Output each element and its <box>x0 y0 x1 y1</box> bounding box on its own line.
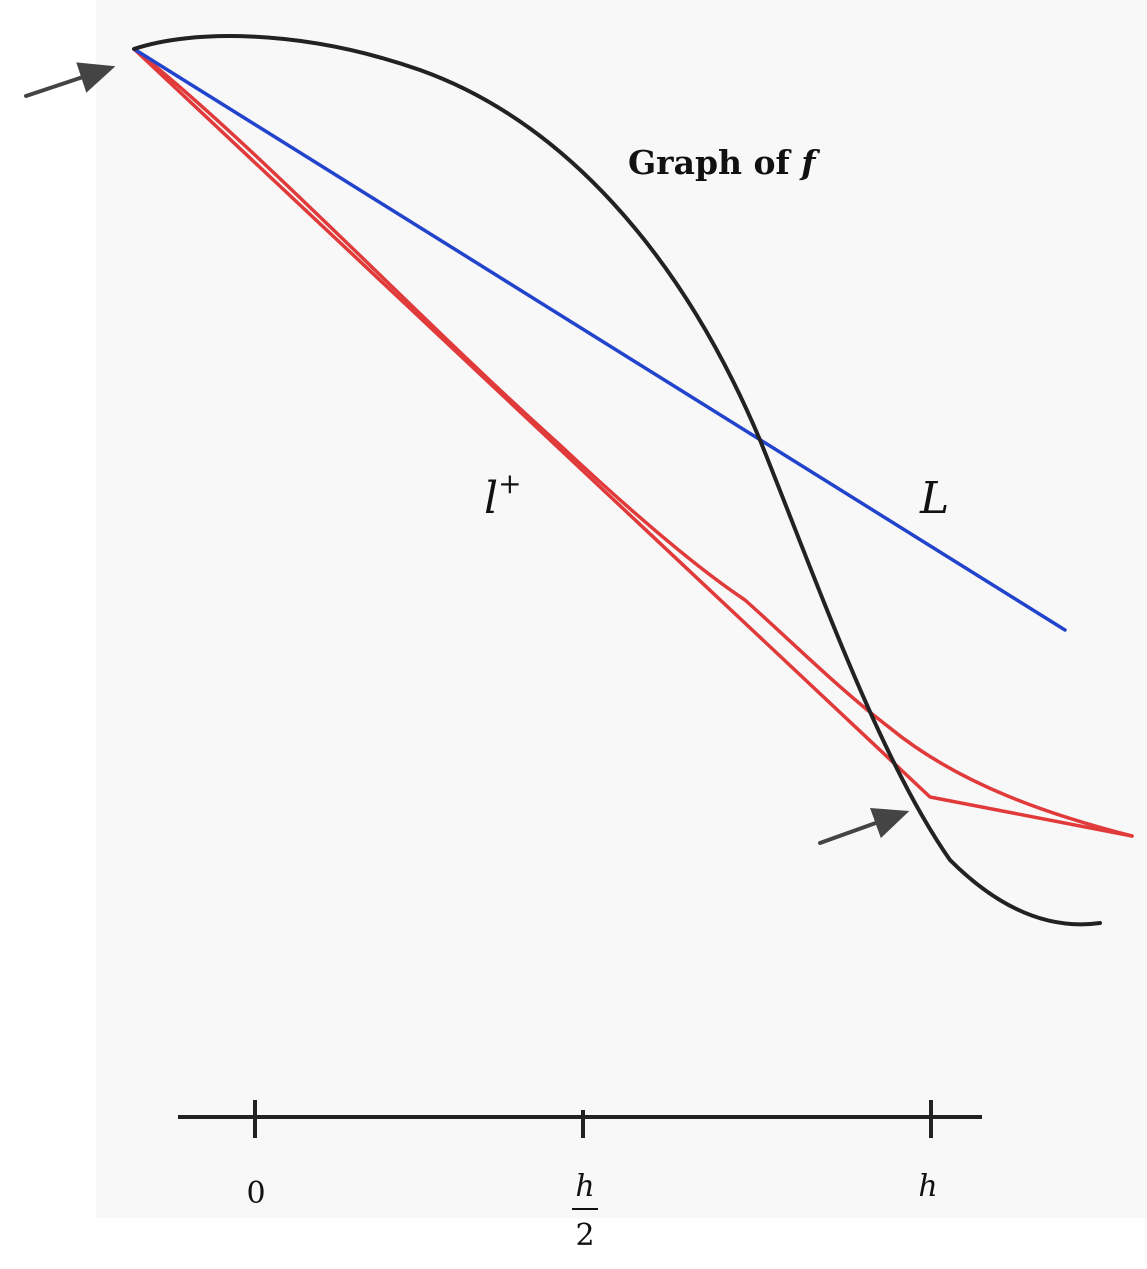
arrow-icon <box>24 62 116 98</box>
tick-label-h: h <box>918 1169 937 1204</box>
graph-title-prefix: Graph of <box>628 143 801 182</box>
label-big-l: L <box>919 473 949 524</box>
graph-title: Graph of f <box>628 143 820 182</box>
secant-line-L <box>132 47 1067 632</box>
tick-label-half-h-numerator: h <box>575 1169 594 1204</box>
graph-title-symbol: f <box>799 143 820 182</box>
panel-background <box>96 0 1147 1218</box>
graph-of-f-curve <box>132 34 1102 927</box>
arrow-icon <box>818 808 910 845</box>
red-curve <box>132 47 1134 838</box>
label-l-base: l <box>484 473 498 524</box>
red-polyline <box>132 47 1134 838</box>
label-l-plus: l+ <box>484 467 522 524</box>
tick-label-zero: 0 <box>246 1176 265 1211</box>
tick-label-half-h-denominator: 2 <box>575 1218 594 1253</box>
label-l-sup: + <box>498 467 521 500</box>
